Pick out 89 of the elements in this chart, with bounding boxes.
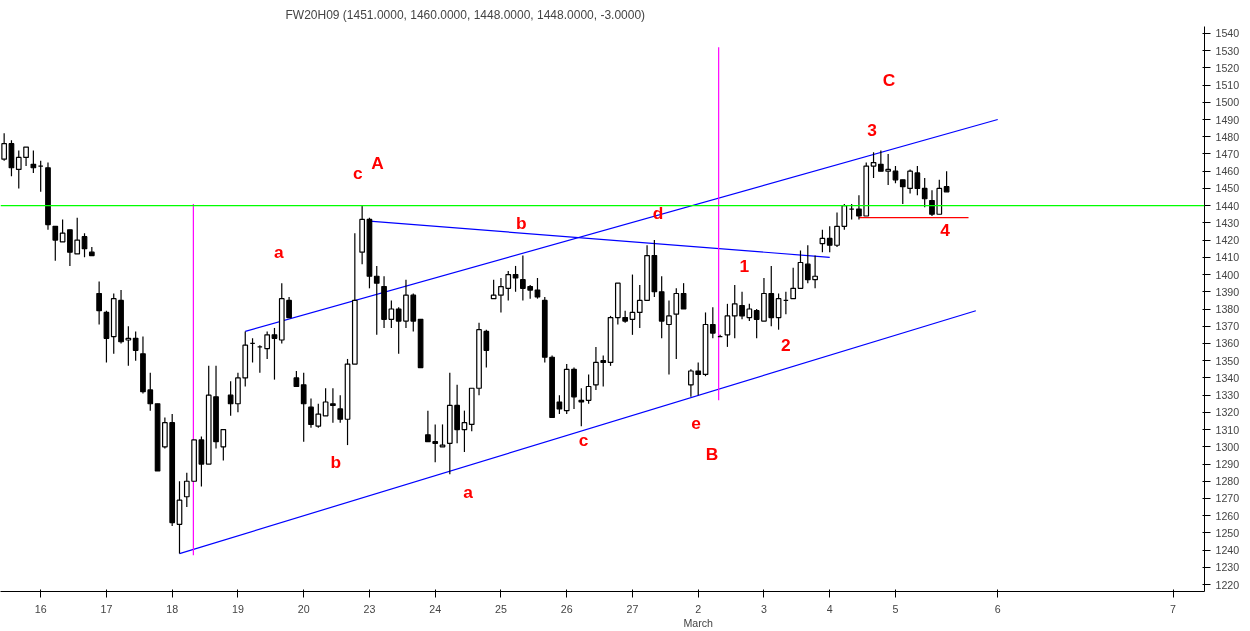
y-tick-label: 1300 — [1215, 440, 1240, 453]
annotation: b — [516, 212, 527, 233]
annotation: 4 — [940, 219, 951, 240]
x-tick-label: 17 — [100, 602, 113, 615]
y-tick-label: 1510 — [1215, 79, 1240, 92]
candlestick — [337, 394, 344, 424]
x-tick-label: 3 — [761, 602, 767, 615]
candlestick — [841, 203, 848, 231]
x-tick-label: 23 — [363, 602, 376, 615]
y-tick-label: 1280 — [1215, 475, 1240, 488]
y-tick-label: 1470 — [1215, 147, 1240, 160]
candlestick — [373, 265, 380, 336]
candlestick — [264, 330, 271, 360]
annotation: c — [578, 429, 589, 450]
y-tick-label: 1220 — [1215, 578, 1240, 591]
y-tick-label: 1360 — [1215, 337, 1240, 350]
x-tick-label: 5 — [892, 602, 899, 615]
y-tick-label: 1310 — [1215, 423, 1240, 436]
y-tick-label: 1350 — [1215, 354, 1240, 367]
annotation: a — [463, 481, 474, 502]
candlestick — [271, 327, 278, 381]
candlestick — [52, 225, 59, 262]
y-tick-label: 1450 — [1215, 182, 1240, 195]
annotation: 3 — [867, 119, 878, 140]
y-tick-label: 1480 — [1215, 130, 1240, 143]
annotation: 2 — [781, 335, 791, 356]
x-tick-label: 7 — [1170, 602, 1177, 615]
y-tick-label: 1320 — [1215, 406, 1240, 419]
annotation: B — [705, 443, 719, 464]
y-tick-label: 1380 — [1215, 303, 1240, 315]
x-tick-label: 4 — [826, 602, 833, 615]
candlestick — [870, 151, 877, 179]
annotation: a — [274, 242, 285, 263]
y-tick-label: 1540 — [1215, 27, 1240, 40]
candlestick — [921, 177, 928, 208]
y-tick-label: 1430 — [1215, 216, 1240, 229]
candlestick — [512, 265, 519, 293]
y-tick-label: 1250 — [1215, 526, 1240, 539]
y-tick-label: 1400 — [1215, 268, 1240, 281]
annotation: b — [330, 452, 342, 473]
annotation: 1 — [739, 255, 750, 276]
candlestick — [790, 267, 797, 300]
chart-title: FW20H09 (1451.0000, 1460.0000, 1448.0000, 1448.0000, -3.0000) — [285, 7, 646, 22]
candlestick — [37, 160, 44, 193]
x-tick-label: 25 — [495, 602, 507, 615]
y-tick-label: 1230 — [1215, 561, 1240, 574]
y-tick-label: 1340 — [1215, 371, 1240, 384]
y-tick-label: 1440 — [1215, 199, 1240, 212]
x-tick-label: 16 — [34, 602, 47, 615]
x-tick-label: 26 — [560, 602, 573, 615]
x-tick-label: 27 — [626, 602, 639, 615]
y-tick-label: 1240 — [1215, 544, 1240, 557]
y-tick-label: 1330 — [1215, 389, 1240, 402]
x-tick-label: 20 — [297, 602, 310, 615]
candlestick — [300, 372, 307, 443]
x-tick-label: 18 — [166, 602, 179, 615]
x-tick-label: 2 March — [683, 602, 714, 629]
candlestick — [1, 132, 8, 162]
y-tick-label: 1460 — [1215, 165, 1240, 178]
candlestick — [943, 170, 950, 193]
y-tick-label: 1530 — [1215, 44, 1240, 57]
annotation: c — [352, 162, 363, 183]
x-tick-label: 19 — [232, 602, 244, 615]
y-tick-label: 1520 — [1215, 61, 1240, 74]
candlestick — [439, 423, 446, 448]
x-tick-label: 6 — [994, 602, 1001, 615]
candlestick — [819, 229, 826, 253]
candlestick — [132, 330, 139, 362]
y-tick-label: 1490 — [1215, 113, 1240, 126]
candlestick — [578, 387, 585, 427]
candlestick — [96, 280, 102, 326]
annotation: e — [691, 412, 702, 433]
y-tick-label: 1290 — [1215, 458, 1240, 471]
y-tick-label: 1260 — [1215, 509, 1240, 522]
y-tick-label: 1420 — [1215, 234, 1240, 247]
candlestick — [585, 373, 592, 405]
y-tick-label: 1270 — [1215, 492, 1240, 505]
y-tick-label: 1390 — [1215, 285, 1240, 298]
annotation: C — [882, 69, 896, 90]
y-tick-label: 1370 — [1215, 320, 1240, 333]
candlestick — [709, 306, 716, 339]
x-tick-label: 24 — [429, 602, 442, 615]
candlestick — [30, 149, 37, 174]
candlestick — [680, 282, 687, 310]
y-tick-label: 1410 — [1215, 251, 1240, 264]
candlestick — [673, 287, 680, 360]
candlestick — [534, 277, 541, 300]
annotation: A — [371, 152, 385, 173]
y-tick-label: 1500 — [1215, 96, 1240, 109]
